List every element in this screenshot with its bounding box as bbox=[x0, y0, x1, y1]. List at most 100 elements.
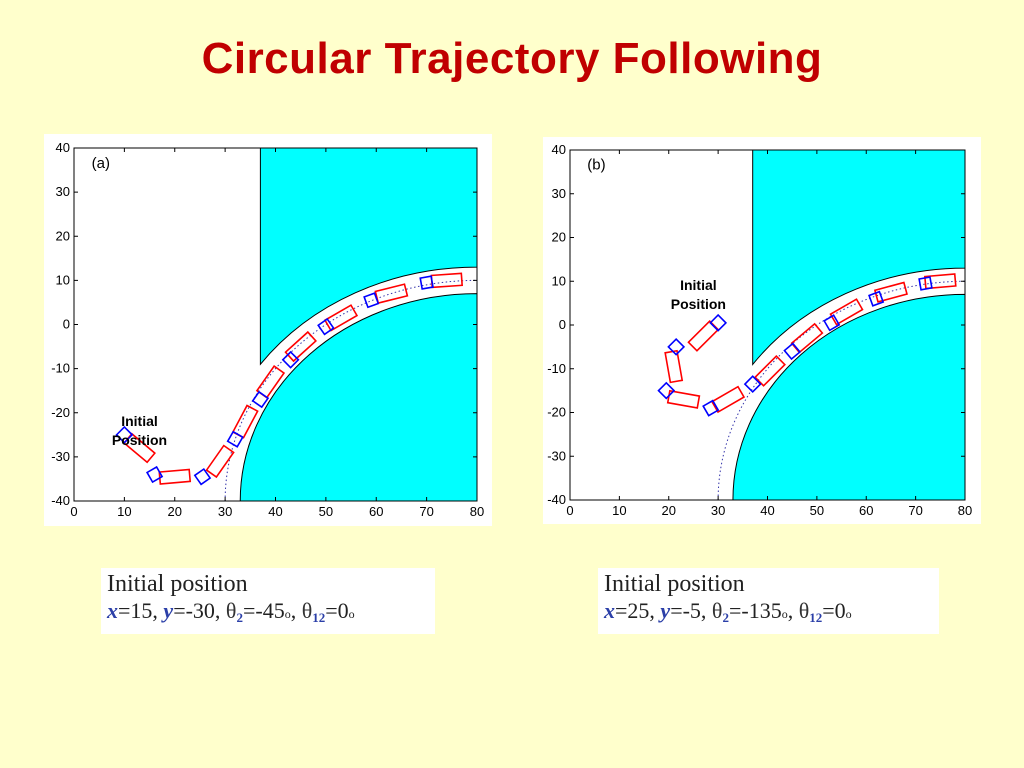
y-tick-label: 40 bbox=[552, 142, 566, 157]
x-tick-label: 40 bbox=[760, 503, 774, 518]
x-symbol: x bbox=[107, 598, 118, 623]
x-tick-label: 0 bbox=[70, 504, 77, 519]
panel-label: (a) bbox=[92, 155, 110, 172]
x-tick-label: 30 bbox=[711, 503, 725, 518]
x-tick-label: 70 bbox=[419, 504, 433, 519]
y-symbol: y bbox=[163, 598, 174, 623]
x-tick-label: 10 bbox=[612, 503, 626, 518]
caption-title: Initial position bbox=[604, 571, 745, 597]
inner-obstacle bbox=[239, 293, 477, 501]
x-tick-label: 20 bbox=[662, 503, 676, 518]
y-tick-label: -10 bbox=[51, 361, 70, 376]
tractor-marker bbox=[743, 375, 762, 393]
x-tick-label: 50 bbox=[810, 503, 824, 518]
theta2-symbol: θ bbox=[711, 598, 723, 623]
trailer-marker bbox=[284, 330, 317, 363]
plot-panel-a: 0 10 20 30 40 50 60 70 80 40 30 20 10 0 -10 -20 -30 -40 (a… bbox=[44, 134, 492, 526]
x-tick-label: 10 bbox=[117, 504, 131, 519]
x-tick-label: 20 bbox=[168, 504, 182, 519]
trailer-marker bbox=[753, 354, 786, 387]
x-tick-label: 60 bbox=[859, 503, 873, 518]
degree-mark: o bbox=[845, 607, 852, 621]
initial-position-label: Position bbox=[112, 432, 167, 448]
theta2-subscript: 2 bbox=[722, 610, 729, 625]
trajectory-plot-b: 0 10 20 30 40 50 60 70 80 40 30 20 10 0 -10 -20 -30 -40 (b… bbox=[547, 142, 972, 518]
separator: , bbox=[787, 598, 799, 623]
y-symbol: y bbox=[660, 598, 671, 623]
y-tick-label: -40 bbox=[547, 492, 566, 507]
slide-title: Circular Trajectory Following bbox=[201, 34, 823, 83]
tractor-marker bbox=[281, 350, 300, 369]
initial-position-caption-b: Initial position x=25, y=-5, θ2=-135o, θ… bbox=[598, 568, 939, 634]
tractor-marker bbox=[702, 399, 720, 417]
initial-position-caption-a: Initial position x=15, y=-30, θ2=-45o, θ… bbox=[101, 568, 435, 634]
y-tick-label: 30 bbox=[56, 184, 70, 199]
y-tick-label: 10 bbox=[56, 272, 70, 287]
tractor-marker bbox=[709, 313, 728, 332]
tractor-marker bbox=[657, 381, 676, 400]
x-tick-label: 70 bbox=[908, 503, 922, 518]
y-tick-label: 10 bbox=[552, 273, 566, 288]
y-value: =-5, bbox=[670, 598, 712, 623]
trailer-marker bbox=[158, 468, 192, 485]
x-symbol: x bbox=[604, 598, 615, 623]
tractor-marker bbox=[115, 425, 134, 444]
tractor-marker bbox=[226, 430, 244, 448]
y-tick-label: -30 bbox=[51, 449, 70, 464]
trailer-marker bbox=[829, 298, 864, 326]
y-tick-label: 0 bbox=[559, 317, 566, 332]
plot-area bbox=[115, 148, 477, 501]
x-tick-label: 80 bbox=[470, 504, 484, 519]
tractor-marker bbox=[823, 314, 841, 332]
y-tick-label: 20 bbox=[552, 230, 566, 245]
theta12-symbol: θ bbox=[301, 598, 313, 623]
inner-obstacle bbox=[732, 293, 965, 500]
x-tick-label: 60 bbox=[369, 504, 383, 519]
trailer-marker bbox=[710, 385, 746, 414]
trailer-marker bbox=[873, 281, 908, 303]
degree-mark: o bbox=[348, 607, 355, 621]
tractor-marker bbox=[419, 275, 434, 290]
theta2-value: =-135 bbox=[728, 598, 782, 623]
tractor-marker bbox=[868, 290, 885, 307]
trajectory-plot-a: 0 10 20 30 40 50 60 70 80 40 30 20 10 0 -10 -20 -30 -40 (a… bbox=[51, 140, 484, 519]
theta2-value: =-45 bbox=[242, 598, 285, 623]
tractor-marker bbox=[193, 467, 212, 486]
degree-mark: o bbox=[284, 607, 291, 621]
upper-obstacle bbox=[259, 148, 477, 366]
plot-area bbox=[657, 150, 965, 500]
tractor-marker bbox=[145, 465, 164, 484]
x-tick-label: 80 bbox=[958, 503, 972, 518]
caption-formula: x=25, y=-5, θ2=-135o, θ12=0o bbox=[604, 598, 933, 631]
y-tick-label: -20 bbox=[51, 405, 70, 420]
upper-obstacle bbox=[752, 150, 965, 366]
x-tick-label: 50 bbox=[319, 504, 333, 519]
trailer-marker bbox=[430, 272, 464, 289]
tractor-marker bbox=[918, 276, 933, 291]
x-tick-label: 40 bbox=[268, 504, 282, 519]
tractor-marker bbox=[251, 390, 270, 409]
trailer-marker bbox=[205, 444, 235, 479]
trailer-marker bbox=[923, 273, 957, 290]
tractor-marker bbox=[317, 317, 335, 336]
x-tick-label: 0 bbox=[566, 503, 573, 518]
caption-title: Initial position bbox=[107, 571, 248, 597]
theta12-subscript: 12 bbox=[809, 610, 823, 625]
y-tick-label: -20 bbox=[547, 405, 566, 420]
caption-formula: x=15, y=-30, θ2=-45o, θ12=0o bbox=[107, 598, 429, 631]
separator: , bbox=[290, 598, 302, 623]
panel-label: (b) bbox=[587, 157, 605, 174]
degree-mark: o bbox=[781, 607, 788, 621]
x-tick-label: 30 bbox=[218, 504, 232, 519]
y-tick-label: 20 bbox=[56, 228, 70, 243]
x-value: =25, bbox=[615, 598, 661, 623]
tractor-marker bbox=[667, 337, 686, 356]
tractor-marker bbox=[363, 292, 380, 309]
initial-position-label: Position bbox=[671, 296, 726, 312]
theta12-value: =0 bbox=[822, 598, 846, 623]
y-tick-label: -10 bbox=[547, 361, 566, 376]
tractor-marker bbox=[783, 342, 802, 361]
theta2-subscript: 2 bbox=[236, 610, 243, 625]
y-tick-label: 40 bbox=[56, 140, 70, 155]
trailer-marker bbox=[666, 389, 701, 409]
